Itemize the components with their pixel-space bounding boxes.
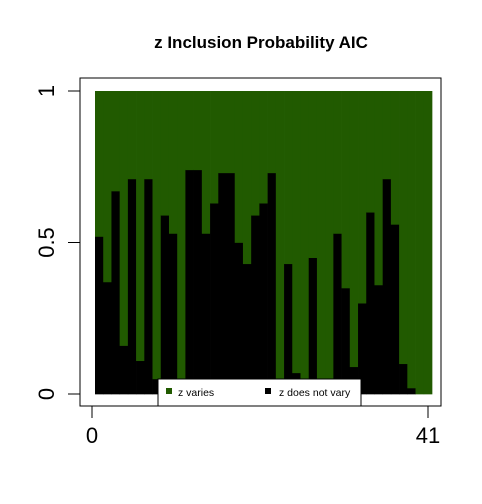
- bar-z-varies-24: [284, 91, 293, 265]
- bar-z-varies-22: [267, 91, 277, 174]
- bar-z-does-not-vary-12: [185, 169, 194, 395]
- legend-swatch-z-varies: [166, 388, 172, 394]
- bar-z-varies-18: [234, 91, 244, 243]
- bar-z-does-not-vary-3: [111, 190, 121, 395]
- bar-z-does-not-vary-39: [407, 387, 416, 395]
- bar-z-does-not-vary-4: [119, 345, 129, 395]
- bar-z-varies-35: [374, 91, 384, 286]
- bar-z-varies-32: [349, 91, 359, 368]
- bar-z-varies-26: [300, 91, 310, 380]
- bar-z-does-not-vary-35: [374, 284, 384, 395]
- bar-z-varies-21: [259, 91, 268, 204]
- bar-z-varies-13: [193, 91, 203, 171]
- bar-z-varies-29: [325, 91, 334, 380]
- bar-z-varies-12: [185, 91, 194, 171]
- x-tick-label: 41: [416, 423, 440, 448]
- bar-z-does-not-vary-20: [251, 215, 260, 395]
- bar-z-does-not-vary-15: [210, 203, 219, 395]
- bar-z-varies-20: [251, 91, 260, 216]
- bar-z-does-not-vary-37: [390, 224, 400, 395]
- bars-layer: [95, 91, 433, 395]
- bar-z-varies-27: [308, 91, 318, 258]
- y-tick-label: 1: [34, 85, 59, 97]
- bar-z-does-not-vary-17: [226, 172, 236, 395]
- bar-z-does-not-vary-36: [382, 178, 392, 395]
- x-tick-label: 0: [86, 423, 98, 448]
- bar-z-varies-28: [316, 91, 326, 380]
- bar-z-varies-41: [423, 91, 433, 395]
- bar-z-varies-15: [210, 91, 219, 204]
- bar-z-varies-1: [95, 91, 104, 237]
- bar-z-varies-5: [127, 91, 137, 180]
- legend-swatch-z-does-not-vary: [265, 388, 271, 394]
- bar-z-does-not-vary-34: [366, 212, 375, 395]
- bar-z-varies-4: [119, 91, 129, 346]
- y-tick-label: 0: [34, 388, 59, 400]
- bar-z-varies-36: [382, 91, 392, 180]
- bar-z-varies-6: [136, 91, 145, 362]
- bar-z-varies-19: [242, 91, 252, 265]
- bar-z-does-not-vary-6: [136, 360, 145, 395]
- bar-z-does-not-vary-14: [201, 233, 211, 395]
- bar-z-does-not-vary-19: [242, 263, 252, 395]
- bar-z-does-not-vary-30: [333, 233, 342, 395]
- bar-z-does-not-vary-10: [168, 233, 178, 395]
- y-tick-label: 0.5: [34, 227, 59, 258]
- bar-z-does-not-vary-33: [358, 303, 367, 395]
- bar-z-varies-16: [218, 91, 227, 174]
- chart-title: z Inclusion Probability AIC: [154, 33, 368, 52]
- bar-z-varies-31: [341, 91, 351, 289]
- bar-z-varies-25: [292, 91, 301, 374]
- bar-z-does-not-vary-31: [341, 287, 351, 395]
- bar-z-varies-37: [390, 91, 400, 225]
- bar-z-does-not-vary-9: [160, 215, 170, 395]
- bar-z-varies-30: [333, 91, 342, 234]
- bar-z-does-not-vary-24: [284, 263, 293, 395]
- bar-z-varies-8: [152, 91, 162, 380]
- bar-z-varies-2: [103, 91, 112, 283]
- legend-label-z-does-not-vary: z does not vary: [279, 387, 351, 399]
- bar-z-does-not-vary-2: [103, 281, 112, 395]
- bar-z-varies-7: [144, 91, 153, 180]
- bar-z-does-not-vary-7: [144, 178, 153, 395]
- bar-z-varies-10: [168, 91, 178, 234]
- bar-z-does-not-vary-22: [267, 172, 277, 395]
- bar-z-varies-33: [358, 91, 367, 304]
- bar-z-does-not-vary-5: [127, 178, 137, 395]
- legend-label-z-varies: z varies: [178, 387, 214, 399]
- bar-z-does-not-vary-18: [234, 242, 244, 395]
- bar-z-varies-23: [275, 91, 285, 380]
- legend-box: [157, 378, 362, 407]
- bar-z-varies-39: [407, 91, 416, 389]
- bar-z-varies-38: [399, 91, 408, 365]
- bar-z-does-not-vary-21: [259, 203, 268, 395]
- bar-z-varies-3: [111, 91, 121, 192]
- bar-z-varies-9: [160, 91, 170, 216]
- bar-z-varies-14: [201, 91, 211, 234]
- bar-z-does-not-vary-16: [218, 172, 227, 395]
- bar-z-does-not-vary-13: [193, 169, 203, 395]
- axes: 0 0.5 1 0 41: [34, 85, 440, 448]
- bar-z-varies-11: [177, 91, 186, 380]
- bar-z-does-not-vary-1: [95, 236, 104, 395]
- bar-z-does-not-vary-27: [308, 257, 318, 395]
- bar-z-does-not-vary-8: [152, 378, 162, 395]
- bar-z-varies-34: [366, 91, 375, 213]
- bar-z-varies-40: [415, 91, 425, 395]
- bar-z-does-not-vary-38: [399, 363, 408, 395]
- bar-z-varies-17: [226, 91, 236, 174]
- legend: z varies z does not vary: [157, 378, 362, 407]
